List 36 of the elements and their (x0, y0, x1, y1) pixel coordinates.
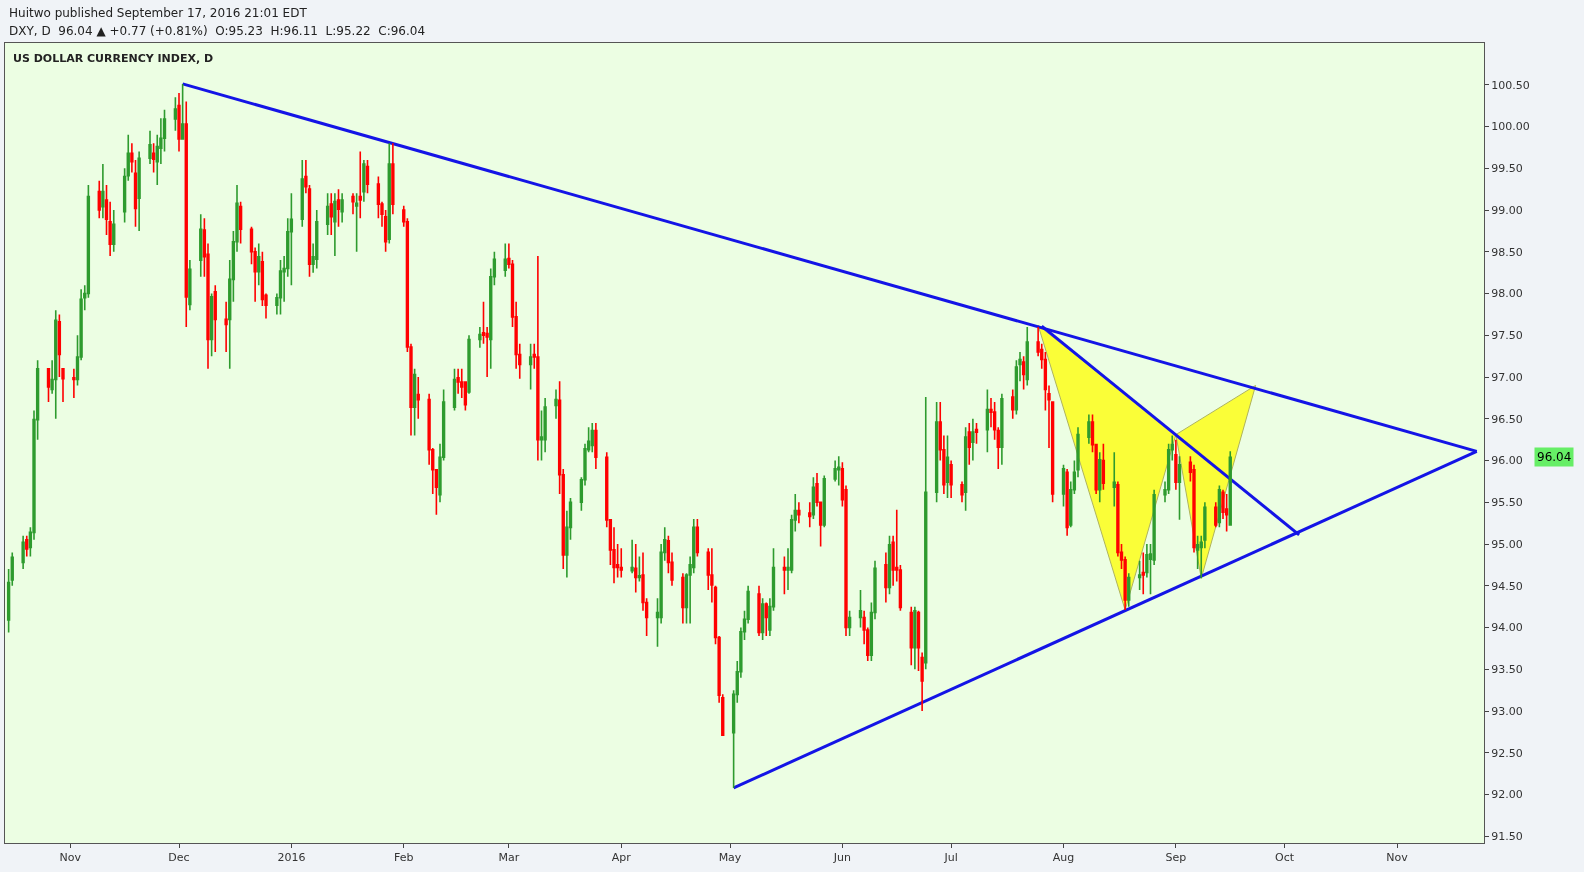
y-tick-label: 98.50 (1491, 245, 1523, 259)
x-tick-label: Dec (168, 851, 190, 865)
x-tick-label: Aug (1052, 851, 1075, 865)
x-tick-label: Oct (1275, 851, 1295, 865)
y-tick-label: 95.00 (1491, 537, 1523, 551)
x-tick-label: Feb (394, 851, 414, 865)
y-tick-label: 95.50 (1491, 496, 1523, 510)
x-tick-label: Jun (832, 851, 851, 865)
x-tick-label: Apr (611, 851, 632, 865)
text: DXY, D 96.04 ▲ +0.77 (+0.81%) O:95.23 H:96.11 L:95.22 C:96.04 (9, 24, 426, 38)
y-tick-label: 99.50 (1491, 162, 1523, 176)
y-tick-label: 99.00 (1491, 203, 1523, 217)
y-tick-label: 94.50 (1491, 579, 1523, 593)
y-tick-label: 97.00 (1491, 370, 1523, 384)
y-tick-label: 92.00 (1491, 788, 1523, 802)
text: Huitwo published September 17, 2016 21:01 EDT (9, 6, 308, 20)
x-tick-label: 2016 (277, 851, 306, 865)
x-tick-label: Nov (1386, 851, 1409, 865)
y-tick-label: 100.50 (1491, 78, 1530, 92)
y-tick-label: 91.50 (1491, 830, 1523, 844)
x-tick-label: Mar (498, 851, 520, 865)
y-tick-label: 92.50 (1491, 746, 1523, 760)
y-tick-label: 94.00 (1491, 621, 1523, 635)
text: 96.04 (1537, 450, 1572, 464)
y-tick-label: 96.50 (1491, 412, 1523, 426)
text: US DOLLAR CURRENCY INDEX, D (13, 51, 214, 65)
y-tick-label: 93.00 (1491, 704, 1523, 718)
y-tick-label: 93.50 (1491, 663, 1523, 677)
x-tick-label: Nov (59, 851, 82, 865)
y-tick-label: 100.00 (1491, 120, 1530, 134)
y-tick-label: 97.50 (1491, 329, 1523, 343)
x-tick-label: Jul (943, 851, 958, 865)
y-tick-label: 98.00 (1491, 287, 1523, 301)
x-tick-label: May (718, 851, 742, 865)
x-tick-label: Sep (1165, 851, 1187, 865)
y-tick-label: 96.00 (1491, 454, 1523, 468)
